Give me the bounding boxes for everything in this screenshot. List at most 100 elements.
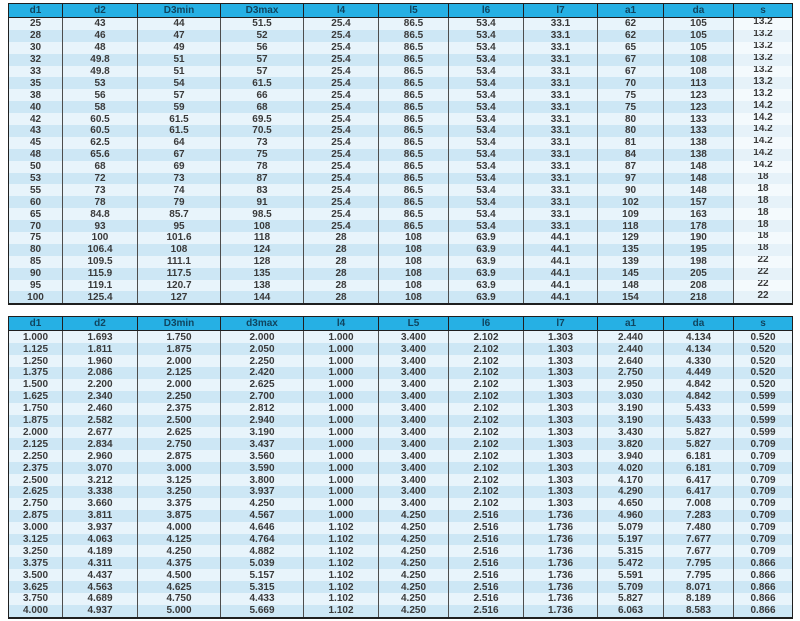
table-cell: 75	[8, 232, 63, 244]
table-cell: 62.5	[62, 136, 138, 149]
table-cell: 2.677	[62, 426, 138, 439]
table-row: 85 109.5 111.1 128 28 108 63.9 44.1 139 198 22	[8, 255, 793, 268]
table-cell: 44.1	[523, 291, 598, 305]
column-header: L5	[378, 316, 449, 332]
table-cell: 53.4	[448, 220, 524, 233]
table-cell: 78	[220, 160, 304, 173]
table-row: 1.625 2.340 2.250 2.700 1.000 3.400 2.102 1.303…	[8, 390, 793, 403]
table-cell: 8.583	[663, 604, 734, 618]
table-cell: 0.709	[733, 509, 793, 522]
table-cell: 57	[137, 89, 221, 102]
table-cell: 6.417	[663, 474, 734, 486]
table-cell: 3.400	[378, 497, 449, 510]
table-cell: 4.250	[378, 569, 449, 582]
table-cell: 2.812	[220, 402, 304, 415]
table-cell: 2.940	[220, 414, 304, 427]
table-cell: 148	[663, 160, 734, 173]
table-cell: 4.882	[220, 545, 304, 558]
table-cell: 129	[597, 232, 664, 244]
table-cell: 1.750	[137, 330, 221, 344]
table-cell: 7.008	[663, 497, 734, 510]
table-cell: 69.5	[220, 113, 304, 126]
table-cell: 25.4	[303, 65, 379, 78]
header-row: d1 d2 D3min d3max l4 L5 l6 l7 a1 da s	[8, 316, 793, 332]
table-cell: 4.375	[137, 557, 221, 570]
table-cell: 53.4	[448, 65, 524, 78]
table-cell: 4.250	[378, 521, 449, 534]
table-cell: 1.102	[303, 569, 379, 582]
table-cell: 78	[62, 196, 138, 209]
table-cell: 87	[220, 172, 304, 185]
table-cell: 28	[303, 255, 379, 268]
table-cell: 1.000	[303, 485, 379, 498]
table-cell: 67	[137, 148, 221, 161]
table-cell: 218	[663, 291, 734, 305]
table-cell: 2.440	[597, 330, 664, 344]
column-header: l7	[523, 3, 598, 18]
table-cell: 4.290	[597, 485, 664, 498]
table-cell: 80	[597, 125, 664, 137]
table-cell: 1.303	[523, 438, 598, 451]
table-cell: 25.4	[303, 208, 379, 221]
table-cell: 43	[62, 17, 138, 30]
table-cell: 3.800	[220, 474, 304, 486]
table-cell: 0.599	[733, 426, 793, 439]
table-cell: 1.303	[523, 355, 598, 368]
table-cell: 1.000	[303, 355, 379, 368]
table-cell: 85.7	[137, 208, 221, 221]
table-cell: 2.875	[8, 509, 63, 522]
table-cell: 33.1	[523, 160, 598, 173]
table-cell: 14.2	[733, 136, 793, 149]
table-cell: 60.5	[62, 113, 138, 126]
table-cell: 3.070	[62, 462, 138, 475]
table-row: 2.500 3.212 3.125 3.800 1.000 3.400 2.102 1.303…	[8, 474, 793, 486]
table-cell: 154	[597, 291, 664, 305]
table-cell: 2.516	[448, 581, 524, 593]
table-cell: 61.5	[137, 125, 221, 137]
table-cell: 3.820	[597, 438, 664, 451]
table-cell: 1.250	[8, 355, 63, 368]
table-cell: 59	[137, 101, 221, 114]
table-cell: 6.181	[663, 462, 734, 475]
table-cell: 86.5	[378, 184, 449, 197]
table-row: 95 119.1 120.7 138 28 108 63.9 44.1 148 208 22	[8, 279, 793, 292]
table-row: 2.875 3.811 3.875 4.567 1.000 4.250 2.516 1.736…	[8, 509, 793, 522]
table-cell: 195	[663, 243, 734, 256]
table-cell: 28	[303, 232, 379, 244]
table-cell: 125.4	[62, 291, 138, 305]
table-row: 3.375 4.311 4.375 5.039 1.102 4.250 2.516 1.736…	[8, 557, 793, 570]
table-cell: 25.4	[303, 184, 379, 197]
table-cell: 1.000	[303, 474, 379, 486]
table-cell: 25.4	[303, 196, 379, 209]
table-cell: 0.520	[733, 355, 793, 368]
table-cell: 25.4	[303, 220, 379, 233]
table-cell: 3.400	[378, 343, 449, 356]
table-row: 75 100 101.6 118 28 108 63.9 44.1 129 190 18	[8, 232, 793, 244]
table-cell: 138	[663, 136, 734, 149]
table-cell: 53.4	[448, 113, 524, 126]
table-row: 35 53 54 61.5 25.4 86.5 53.4 33.1 70 113 13.2	[8, 77, 793, 90]
table-cell: 33.1	[523, 196, 598, 209]
table-cell: 1.303	[523, 474, 598, 486]
table-cell: 65	[8, 208, 63, 221]
column-header: l4	[303, 3, 379, 18]
table-cell: 33.1	[523, 113, 598, 126]
table-cell: 5.433	[663, 414, 734, 427]
table-cell: 46	[62, 29, 138, 42]
table-cell: 44.1	[523, 267, 598, 280]
table-cell: 2.250	[220, 355, 304, 368]
table-cell: 4.250	[378, 604, 449, 618]
table-cell: 1.693	[62, 330, 138, 344]
table-cell: 2.102	[448, 343, 524, 356]
table-cell: 4.250	[378, 581, 449, 593]
table-cell: 102	[597, 196, 664, 209]
table-cell: 3.400	[378, 390, 449, 403]
table-cell: 66	[220, 89, 304, 102]
table-cell: 4.842	[663, 378, 734, 391]
table-cell: 5.079	[597, 521, 664, 534]
table-cell: 2.102	[448, 474, 524, 486]
table-cell: 90	[8, 267, 63, 280]
table-cell: 25.4	[303, 113, 379, 126]
table-cell: 0.866	[733, 557, 793, 570]
table-cell: 1.102	[303, 533, 379, 546]
